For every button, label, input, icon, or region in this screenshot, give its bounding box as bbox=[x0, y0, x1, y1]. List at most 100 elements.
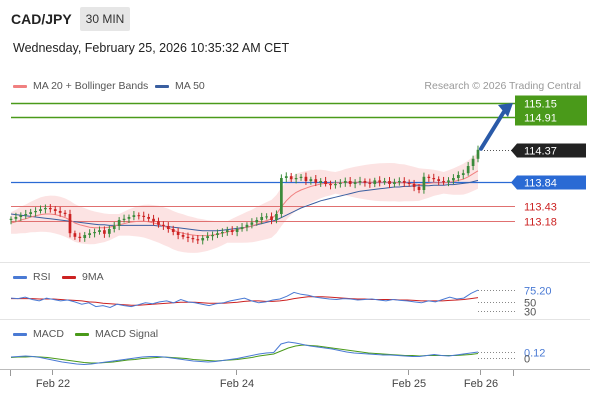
legend-rsi-ma: 9MA bbox=[62, 271, 104, 283]
candle-body bbox=[437, 179, 441, 181]
candle-body bbox=[250, 222, 254, 225]
chart-header: CAD/JPY 30 MIN Wednesday, February 25, 2… bbox=[0, 0, 590, 70]
macd-signal-swatch bbox=[75, 332, 89, 336]
candle-body bbox=[334, 184, 337, 186]
legend-macd-label: MACD bbox=[33, 328, 64, 340]
candle-body bbox=[383, 181, 386, 183]
legend-macd: MACD bbox=[13, 328, 64, 340]
candle-body bbox=[24, 214, 28, 216]
candle-body bbox=[304, 176, 308, 181]
candle-body bbox=[476, 149, 480, 159]
candle-body bbox=[299, 176, 303, 178]
candle-body bbox=[83, 235, 87, 238]
candle-body bbox=[68, 214, 72, 234]
candle-body bbox=[348, 181, 352, 184]
candle-body bbox=[373, 180, 377, 184]
candle-body bbox=[417, 187, 421, 190]
candle-body bbox=[48, 208, 52, 210]
candle-body bbox=[240, 227, 244, 229]
candle-body bbox=[201, 238, 205, 241]
candle-body bbox=[9, 218, 13, 220]
target-level-tag bbox=[515, 95, 587, 112]
candle-body bbox=[407, 182, 411, 184]
candle-body bbox=[191, 238, 195, 240]
pivot-level-label: 113.84 bbox=[524, 178, 557, 190]
time-tick-label: Feb 22 bbox=[36, 378, 70, 390]
candle-body bbox=[73, 233, 77, 237]
candle-body bbox=[63, 212, 67, 214]
candle-body bbox=[211, 235, 214, 237]
candle-body bbox=[388, 181, 391, 184]
candle-body bbox=[14, 217, 18, 219]
ma20-line bbox=[10, 170, 479, 237]
candle-body bbox=[34, 211, 37, 213]
candle-body bbox=[157, 221, 160, 225]
target-level-label: 114.91 bbox=[524, 113, 557, 125]
candle-body bbox=[98, 230, 101, 232]
candle-body bbox=[452, 178, 455, 181]
candle-body bbox=[378, 180, 382, 183]
macd-swatch bbox=[13, 332, 27, 336]
legend-ma50-label: MA 50 bbox=[175, 80, 205, 92]
support-level-label: 113.43 bbox=[524, 202, 557, 214]
candle-body bbox=[230, 230, 234, 232]
candle-body bbox=[324, 181, 327, 184]
macd-signal-line bbox=[10, 344, 479, 364]
current-price-tag bbox=[511, 143, 586, 158]
candle-body bbox=[58, 211, 62, 213]
chart-datetime: Wednesday, February 25, 2026 10:35:32 AM… bbox=[13, 41, 290, 55]
candle-body bbox=[309, 179, 313, 181]
candle-body bbox=[78, 236, 82, 238]
candle-body bbox=[235, 229, 239, 232]
legend-ma50: MA 50 bbox=[155, 80, 205, 92]
time-tick-label: Feb 26 bbox=[464, 378, 498, 390]
candle-body bbox=[456, 175, 460, 178]
candle-body bbox=[88, 233, 92, 235]
candle-body bbox=[368, 182, 372, 184]
candle-body bbox=[216, 233, 219, 235]
pivot-level-tag bbox=[511, 175, 586, 190]
candle-body bbox=[245, 224, 249, 228]
candle-body bbox=[294, 178, 298, 180]
macd-line bbox=[10, 341, 479, 366]
legend-rsi: RSI bbox=[13, 271, 51, 283]
forecast-arrow-head bbox=[498, 103, 513, 117]
candle-body bbox=[358, 181, 362, 183]
bollinger-band bbox=[11, 152, 478, 253]
candle-body bbox=[319, 181, 323, 183]
candle-body bbox=[152, 218, 155, 222]
rsi-level-label: 50 bbox=[524, 298, 536, 310]
timeframe-badge[interactable]: 30 MIN bbox=[80, 7, 130, 31]
ma50-swatch bbox=[155, 84, 169, 88]
candle-body bbox=[255, 220, 259, 223]
candle-body bbox=[112, 226, 116, 229]
candle-body bbox=[442, 181, 445, 183]
candle-body bbox=[53, 209, 57, 211]
candle-body bbox=[206, 236, 209, 238]
candle-body bbox=[447, 180, 450, 183]
candle-body bbox=[461, 173, 465, 175]
rsi-ma-swatch bbox=[62, 275, 76, 279]
support-level-label: 113.18 bbox=[524, 217, 557, 229]
candle-body bbox=[270, 216, 273, 220]
macd-level-label: 0 bbox=[524, 354, 530, 366]
candle-body bbox=[107, 229, 111, 234]
legend-ma20: MA 20 + Bollinger Bands bbox=[13, 80, 148, 92]
candle-body bbox=[363, 181, 367, 183]
research-credit: Research © 2026 Trading Central bbox=[424, 80, 581, 92]
rsi-line bbox=[10, 289, 479, 309]
candle-body bbox=[117, 220, 121, 226]
candle-body bbox=[393, 182, 396, 184]
rsi-level-label: 75.20 bbox=[524, 286, 552, 298]
forecast-arrow-shaft bbox=[479, 108, 507, 151]
candle-body bbox=[162, 224, 165, 226]
candle-body bbox=[147, 217, 150, 219]
ma20-swatch bbox=[13, 84, 27, 88]
candle-body bbox=[186, 236, 190, 238]
candle-body bbox=[471, 158, 475, 166]
candle-body bbox=[280, 178, 283, 214]
current-price-label: 114.37 bbox=[524, 146, 557, 158]
legend-macd-signal-label: MACD Signal bbox=[95, 328, 159, 340]
candle-body bbox=[422, 176, 426, 190]
